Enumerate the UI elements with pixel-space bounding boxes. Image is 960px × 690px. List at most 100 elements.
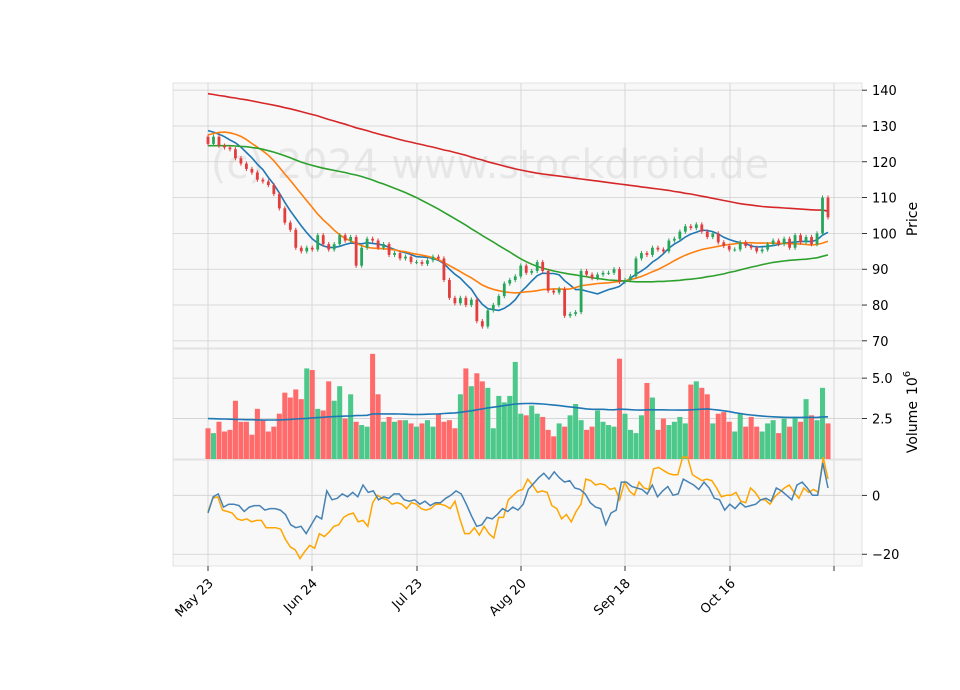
volume-bar	[446, 420, 452, 459]
candle-body	[634, 258, 638, 277]
candle-body	[541, 262, 545, 272]
candle-body	[793, 235, 797, 248]
candle-body	[321, 235, 325, 245]
volume-bar	[282, 392, 288, 459]
volume-bar	[424, 420, 430, 459]
volume-bar	[562, 426, 568, 459]
volume-bar	[298, 399, 304, 459]
volume-bar	[364, 426, 370, 459]
candle-body	[332, 244, 336, 250]
volume-bar	[737, 413, 743, 459]
volume-bar	[293, 389, 299, 459]
moving-average-line	[208, 144, 829, 283]
volume-bar	[238, 421, 244, 459]
moving-average-line	[207, 129, 829, 312]
candle-body	[711, 233, 715, 237]
price-panel: (c) 2024 www.stockdroid.de 70 80 90 100 110 1…	[172, 82, 921, 350]
candle-body	[420, 262, 424, 264]
volume-bar	[677, 416, 683, 459]
candle-body	[480, 321, 484, 327]
candle-body	[546, 271, 550, 291]
price-candlesticks	[206, 134, 830, 329]
candle-body	[338, 235, 342, 245]
candle-body	[656, 247, 660, 250]
volume-bar	[770, 420, 776, 459]
candle-body	[810, 236, 813, 245]
volume-bar	[397, 420, 403, 459]
volume-bar	[331, 400, 337, 459]
volume-bar	[309, 370, 315, 459]
candle-body	[645, 253, 649, 255]
candle-body	[497, 296, 501, 306]
volume-bar	[452, 428, 458, 459]
candle-body	[782, 238, 786, 245]
volume-bar	[512, 361, 518, 459]
volume-bar	[463, 368, 469, 459]
volume-bar	[666, 425, 672, 459]
volume-bar	[814, 420, 820, 459]
candle-body	[486, 310, 490, 327]
y-tick-label: 140	[872, 84, 897, 99]
candle-body	[398, 253, 402, 259]
volume-bar	[419, 423, 425, 459]
candle-body	[788, 238, 791, 248]
volume-bar	[529, 405, 535, 459]
candle-body	[437, 256, 440, 259]
candle-body	[475, 299, 479, 322]
volume-axis-label-text: Volume	[905, 401, 921, 453]
volume-bar	[798, 421, 804, 459]
candle-body	[612, 269, 616, 273]
volume-bar	[710, 423, 716, 459]
candle-body	[288, 222, 292, 230]
candle-body	[618, 269, 621, 282]
volume-bar	[348, 394, 354, 459]
volume-bar	[759, 431, 765, 459]
price-moving-averages	[207, 92, 829, 312]
volume-bar	[649, 397, 655, 459]
candle-body	[804, 236, 808, 243]
candle-body	[585, 271, 588, 275]
candle-body	[530, 271, 534, 273]
candle-body	[294, 229, 298, 248]
candle-body	[277, 194, 281, 209]
candle-body	[700, 224, 704, 232]
candle-body	[678, 231, 682, 239]
candle-body	[535, 262, 539, 272]
candle-body	[223, 145, 226, 148]
volume-bar	[260, 420, 266, 459]
candle-body	[234, 149, 237, 159]
volume-bar	[721, 412, 727, 459]
candle-body	[683, 226, 687, 232]
candle-body	[640, 253, 643, 259]
volume-bar	[496, 395, 502, 459]
candle-body	[601, 272, 605, 275]
volume-bar	[627, 429, 634, 459]
candle-body	[524, 265, 528, 273]
volume-bar	[638, 415, 644, 459]
candle-body	[228, 147, 232, 150]
candle-body	[661, 249, 665, 252]
volume-bar	[781, 418, 787, 459]
candle-body	[310, 247, 314, 250]
oscillator-line	[207, 456, 829, 561]
volume-bar	[518, 413, 524, 459]
candle-body	[716, 233, 720, 243]
volume-bar	[227, 429, 233, 459]
candle-body	[574, 312, 578, 314]
volume-bar	[787, 426, 793, 459]
candle-body	[464, 297, 468, 306]
oscillator-line	[207, 462, 829, 535]
volume-bar	[693, 381, 699, 459]
volume-bar	[271, 426, 277, 459]
volume-bar	[715, 413, 721, 459]
candle-body	[629, 276, 632, 280]
volume-bar	[556, 423, 562, 459]
candle-body	[206, 136, 210, 144]
candle-body	[365, 238, 369, 248]
candle-body	[815, 233, 819, 245]
volume-bar	[485, 387, 491, 459]
volume-bar	[748, 416, 754, 459]
volume-bar	[792, 416, 798, 459]
candle-body	[749, 245, 753, 248]
y-tick-label: 5.0	[872, 372, 893, 387]
